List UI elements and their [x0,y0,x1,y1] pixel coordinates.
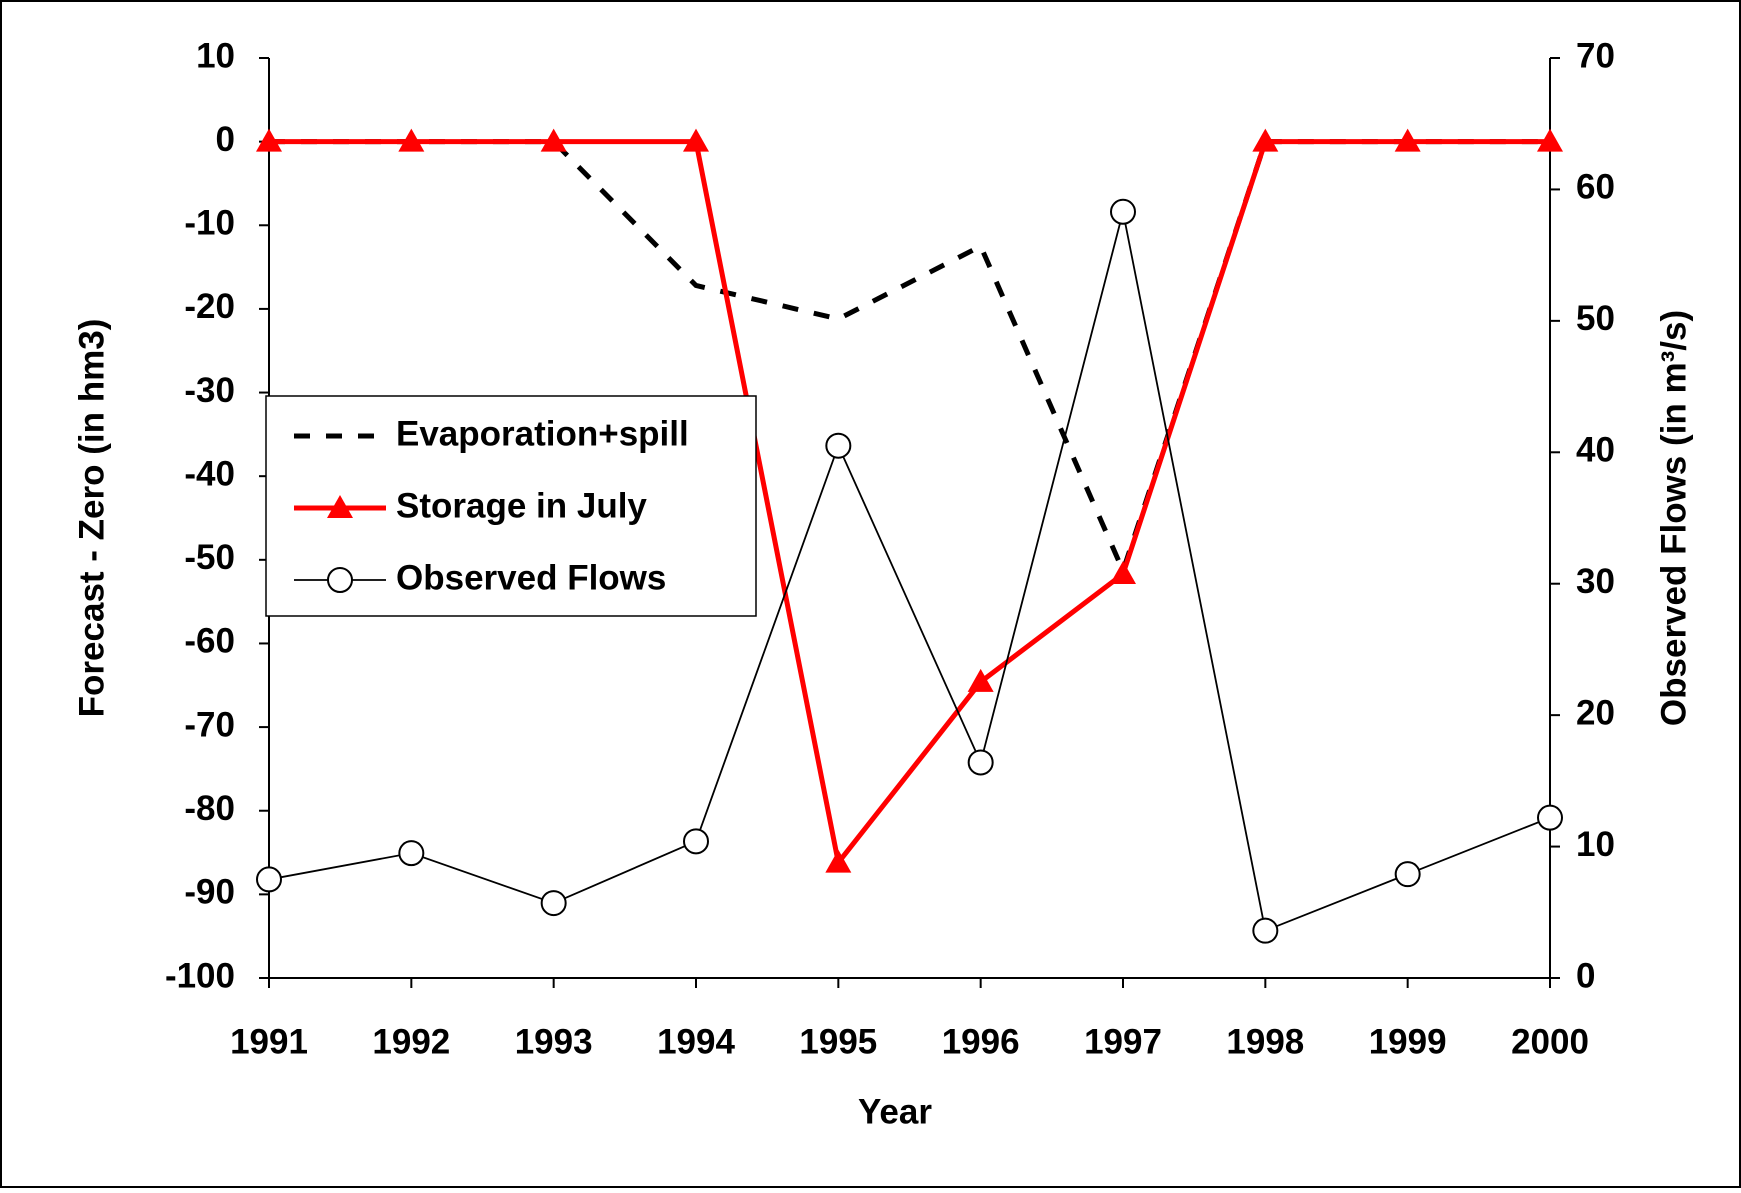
marker [540,128,567,152]
x-axis-title: Year [858,1092,932,1131]
y-tick-label: -20 [184,287,235,326]
x-tick-label: 1994 [657,1022,735,1061]
x-tick-label: 1992 [372,1022,450,1061]
y2-tick-label: 50 [1576,299,1615,338]
marker [683,128,709,152]
y-tick-label: -90 [184,873,235,912]
y-tick-label: 0 [216,120,235,159]
y-tick-label: -80 [184,789,235,828]
marker [1394,861,1421,888]
series-line [269,139,1550,869]
y2-tick-label: 60 [1576,168,1615,207]
marker [1110,198,1136,225]
y-tick-label: 10 [196,36,235,75]
y2-tick-label: 0 [1576,956,1595,995]
x-tick-label: 1999 [1369,1022,1447,1061]
x-tick-label: 1998 [1226,1022,1304,1061]
marker [540,890,567,917]
legend-marker [327,495,353,518]
legend-label: Evaporation+spill [396,414,689,453]
y2-axis-title: Observed Flows (in m³/s) [1654,310,1693,726]
legend-marker [327,567,353,593]
marker [683,828,709,855]
legend-label: Observed Flows [396,558,666,597]
marker [1252,917,1279,944]
y2-tick-label: 20 [1576,693,1615,732]
y-axis-title: Forecast - Zero (in hm3) [72,319,111,718]
marker [256,128,282,152]
marker [1537,804,1563,831]
y-tick-label: -60 [184,622,235,661]
y2-tick-label: 10 [1576,825,1615,864]
marker [967,668,994,692]
y-tick-label: -40 [184,454,235,493]
marker [825,849,852,873]
marker [967,749,994,776]
marker [1252,128,1279,152]
x-tick-label: 1997 [1084,1022,1162,1061]
marker [825,432,852,459]
marker [1110,561,1136,585]
legend-label: Storage in July [396,486,647,525]
y2-tick-label: 40 [1576,431,1615,470]
marker [1537,128,1563,152]
y-tick-label: -10 [184,204,235,243]
y-tick-label: -30 [184,371,235,410]
y-tick-label: -70 [184,705,235,744]
series-line [268,211,1551,932]
x-tick-label: 2000 [1511,1022,1589,1061]
x-tick-label: 1996 [942,1022,1020,1061]
x-tick-label: 1991 [230,1022,308,1061]
y2-tick-label: 30 [1576,562,1615,601]
marker [398,840,425,867]
marker [398,128,425,152]
x-tick-label: 1995 [799,1022,877,1061]
marker [256,866,282,893]
marker [1394,128,1421,152]
x-tick-label: 1993 [515,1022,593,1061]
y-tick-label: -50 [184,538,235,577]
y2-tick-label: 70 [1576,36,1615,75]
y-tick-label: -100 [165,956,235,995]
